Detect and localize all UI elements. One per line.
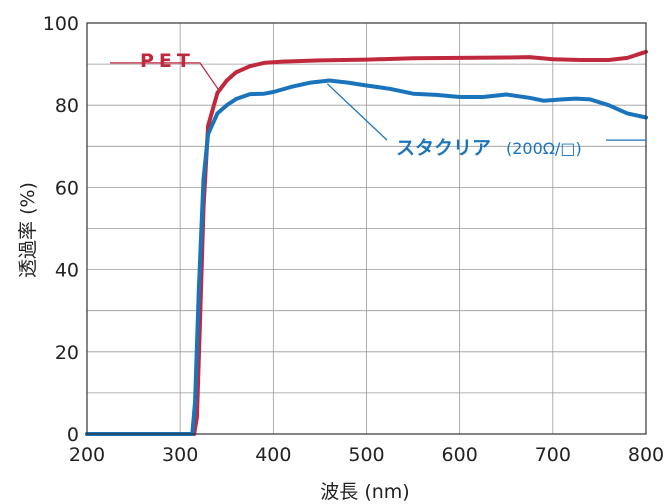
x-tick-label: 400 xyxy=(255,444,291,466)
pet-leader-line xyxy=(110,62,220,92)
y-tick-label: 0 xyxy=(67,424,79,446)
x-tick-label: 600 xyxy=(442,444,478,466)
x-tick-label: 500 xyxy=(348,444,384,466)
stacria-label: スタクリア (200Ω/□) xyxy=(326,83,582,159)
stacria-leader-line xyxy=(326,83,388,141)
y-axis-ticks: 0 20 40 60 80 100 xyxy=(43,13,79,446)
plot-frame xyxy=(86,22,647,435)
x-tick-label: 700 xyxy=(535,444,571,466)
y-tick-label: 100 xyxy=(43,13,79,35)
x-tick-label: 300 xyxy=(162,444,198,466)
pet-label: PET xyxy=(110,50,220,92)
series-lines xyxy=(85,49,648,436)
x-tick-label: 800 xyxy=(628,444,664,466)
y-tick-label: 40 xyxy=(55,260,79,282)
pet-label-text: PET xyxy=(140,50,195,72)
stacria-label-text: スタクリア xyxy=(396,137,491,159)
y-tick-label: 80 xyxy=(55,95,79,117)
x-axis-ticks: 200 300 400 500 600 700 800 xyxy=(69,444,664,466)
grid xyxy=(87,23,646,434)
y-tick-label: 60 xyxy=(55,177,79,199)
y-axis-label: 透過率 (%) xyxy=(17,182,39,278)
x-tick-label: 200 xyxy=(69,444,105,466)
x-axis-label: 波長 (nm) xyxy=(320,481,409,503)
y-tick-label: 20 xyxy=(55,342,79,364)
stacria-label-subtext: (200Ω/□) xyxy=(506,139,582,158)
stacria-line xyxy=(85,78,648,436)
